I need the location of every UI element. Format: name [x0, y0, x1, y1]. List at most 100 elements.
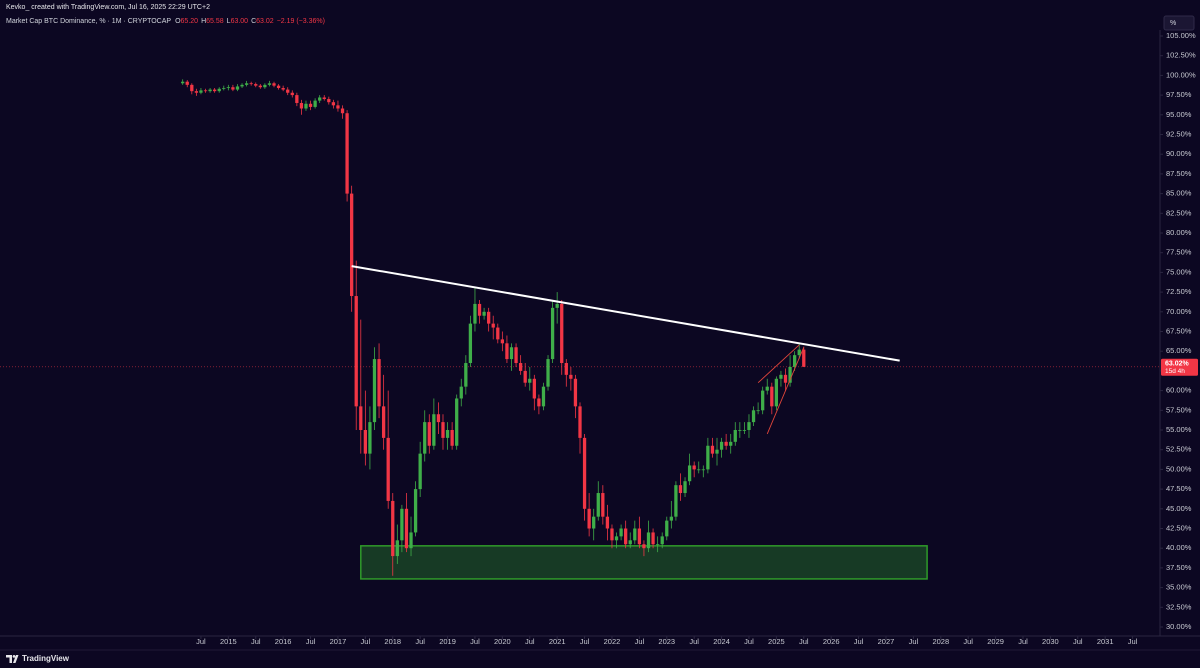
- candle-body: [409, 532, 413, 549]
- candle-body: [496, 327, 500, 340]
- y-tick-label: 75.00%: [1166, 267, 1192, 276]
- x-tick-label: Jul: [963, 637, 973, 646]
- y-tick-label: 100.00%: [1166, 70, 1196, 79]
- y-tick-label: 77.50%: [1166, 248, 1192, 257]
- y-tick-label: 50.00%: [1166, 464, 1192, 473]
- candle-body: [678, 485, 683, 494]
- price-label: 63.02%: [1165, 361, 1190, 368]
- y-tick-label: 70.00%: [1166, 307, 1192, 316]
- candle-body: [185, 81, 189, 85]
- x-tick-label: 2018: [384, 637, 401, 646]
- candle-body: [788, 366, 792, 383]
- x-tick-label: 2016: [275, 637, 292, 646]
- candle-body: [546, 359, 550, 387]
- candle-body: [254, 84, 258, 86]
- candle-body: [619, 528, 623, 537]
- x-tick-label: Jul: [470, 637, 480, 646]
- candle-body: [340, 108, 345, 114]
- candle-body: [729, 441, 733, 446]
- x-tick-label: Jul: [525, 637, 535, 646]
- candle-body: [738, 430, 742, 431]
- y-tick-label: 80.00%: [1166, 228, 1192, 237]
- candle-body: [674, 485, 678, 517]
- wedge-line: [757, 344, 800, 384]
- legend-value: 63.02: [256, 18, 274, 25]
- candle-body: [642, 544, 646, 549]
- legend-key: C: [251, 18, 256, 25]
- candle-body: [637, 528, 642, 545]
- candle-body: [701, 469, 705, 471]
- candle-body: [432, 414, 436, 446]
- x-tick-label: 2017: [330, 637, 347, 646]
- candle-body: [537, 398, 541, 407]
- y-tick-label: 60.00%: [1166, 386, 1192, 395]
- x-tick-label: Jul: [635, 637, 645, 646]
- logo-icon: [6, 655, 19, 663]
- candle-body: [610, 528, 614, 541]
- candle-body: [322, 97, 326, 100]
- candle-body: [181, 81, 185, 84]
- candle-body: [793, 355, 797, 367]
- candle-body: [569, 374, 573, 379]
- x-tick-label: 2029: [987, 637, 1004, 646]
- y-tick-label: 47.50%: [1166, 484, 1192, 493]
- candle-body: [482, 311, 486, 316]
- candle-body: [199, 90, 203, 93]
- candle-body: [669, 516, 673, 521]
- candle-body: [468, 323, 473, 364]
- candle-body: [267, 83, 272, 85]
- candle-body: [774, 378, 779, 407]
- header: Kevko_ created with TradingView.com, Jul…: [6, 4, 210, 11]
- candle-body: [802, 349, 806, 367]
- x-tick-label: 2028: [932, 637, 949, 646]
- candle-body: [509, 347, 514, 360]
- x-tick-label: 2023: [658, 637, 675, 646]
- y-tick-label: 37.50%: [1166, 563, 1192, 572]
- x-tick-label: Jul: [1073, 637, 1083, 646]
- candle-body: [272, 83, 276, 86]
- candle-body: [226, 87, 230, 89]
- candle-body: [363, 430, 367, 454]
- scale-button-label[interactable]: %: [1170, 20, 1176, 27]
- candle-body: [290, 92, 294, 96]
- candle-body: [377, 359, 381, 407]
- candle-body: [194, 91, 199, 93]
- candle-body: [573, 378, 578, 407]
- x-tick-label: Jul: [196, 637, 206, 646]
- candle-body: [587, 508, 591, 529]
- candle-body: [633, 528, 637, 541]
- x-tick-label: 2021: [549, 637, 566, 646]
- candle-body: [665, 520, 669, 537]
- candle-body: [381, 406, 386, 438]
- candle-body: [505, 343, 509, 360]
- candle-body: [628, 540, 632, 545]
- candle-body: [491, 323, 495, 328]
- y-tick-label: 35.00%: [1166, 583, 1192, 592]
- scale-button[interactable]: [1163, 15, 1195, 31]
- x-tick-label: 2030: [1042, 637, 1059, 646]
- candle-body: [418, 453, 422, 490]
- candle-body: [331, 102, 336, 106]
- x-tick-label: Jul: [689, 637, 699, 646]
- candle-body: [765, 386, 769, 391]
- y-tick-label: 102.50%: [1166, 51, 1196, 60]
- x-tick-label: Jul: [415, 637, 425, 646]
- y-tick-label: 45.00%: [1166, 504, 1192, 513]
- candle-body: [286, 89, 290, 93]
- y-tick-label: 95.00%: [1166, 110, 1192, 119]
- candle-body: [276, 85, 281, 89]
- y-tick-label: 52.50%: [1166, 445, 1192, 454]
- x-tick-label: Jul: [580, 637, 590, 646]
- y-tick-label: 40.00%: [1166, 543, 1192, 552]
- candle-body: [560, 303, 564, 364]
- y-tick-label: 87.50%: [1166, 169, 1192, 178]
- candle-body: [500, 339, 505, 344]
- candle-body: [601, 493, 605, 517]
- candle-body: [747, 422, 751, 430]
- candle-body: [514, 347, 518, 364]
- legend-change: −2.19 (−3.36%): [277, 18, 325, 25]
- candle-body: [751, 410, 756, 423]
- candle-body: [391, 500, 395, 557]
- legend-value: 65.20: [181, 18, 199, 25]
